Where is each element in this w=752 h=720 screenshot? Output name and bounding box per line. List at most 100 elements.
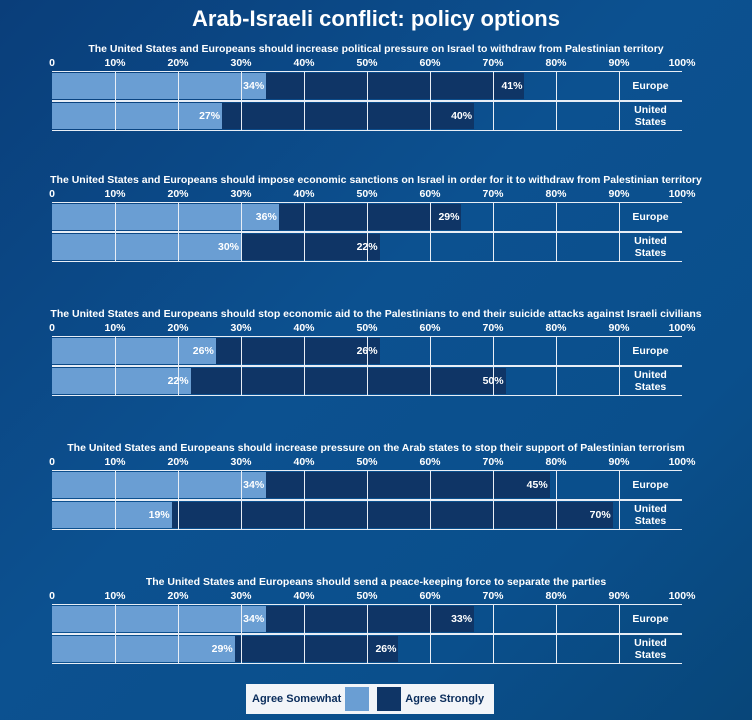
gridline: [178, 635, 179, 663]
gridline: [115, 102, 116, 130]
gridline: [430, 203, 431, 231]
gridline: [241, 203, 242, 231]
gridline: [619, 203, 620, 231]
data-label-strongly: 41%: [501, 80, 523, 92]
data-label-strongly: 33%: [451, 613, 473, 625]
bar-agree-somewhat: [52, 368, 191, 394]
x-tick-label: 100%: [668, 590, 696, 602]
gridline: [241, 471, 242, 499]
gridline: [556, 501, 557, 529]
panel-question: The United States and Europeans should i…: [50, 174, 702, 186]
gridline: [493, 337, 494, 365]
x-tick-label: 100%: [668, 188, 696, 200]
bar-agree-strongly: [266, 472, 550, 498]
x-tick-label: 80%: [545, 188, 567, 200]
x-tick-label: 20%: [167, 188, 189, 200]
gridline: [430, 471, 431, 499]
bar-agree-strongly: [266, 73, 525, 99]
x-tick-label: 60%: [419, 57, 441, 69]
x-tick-label: 0: [49, 456, 55, 468]
gridline: [619, 233, 620, 261]
gridline: [556, 605, 557, 633]
gridline: [304, 501, 305, 529]
x-tick-label: 10%: [104, 322, 126, 334]
bar-agree-strongly: [241, 234, 380, 260]
x-tick-label: 20%: [167, 322, 189, 334]
bar-agree-somewhat: [52, 204, 279, 230]
data-label-strongly: 70%: [589, 509, 611, 521]
x-tick-label: 10%: [104, 590, 126, 602]
bar-agree-somewhat: [52, 73, 267, 99]
gridline: [178, 605, 179, 633]
gridline: [115, 233, 116, 261]
gridline: [430, 337, 431, 365]
gridline: [304, 337, 305, 365]
gridline: [430, 501, 431, 529]
gridline: [367, 102, 368, 130]
x-tick-label: 30%: [230, 57, 252, 69]
bar-agree-somewhat: [52, 636, 235, 662]
gridline: [619, 367, 620, 395]
bar-row: 34% 33% Europe: [52, 604, 682, 634]
legend-swatch-somewhat: [345, 687, 370, 711]
gridline: [115, 367, 116, 395]
legend-label-somewhat: Agree Somewhat: [252, 693, 342, 705]
x-tick-label: 80%: [545, 590, 567, 602]
gridline: [493, 72, 494, 100]
gridline: [115, 72, 116, 100]
data-label-somewhat: 34%: [243, 613, 265, 625]
bar-agree-somewhat: [52, 606, 267, 632]
gridline: [115, 501, 116, 529]
region-label: United States: [634, 503, 667, 527]
gridline: [178, 233, 179, 261]
x-tick-label: 20%: [167, 590, 189, 602]
bar-row: 36% 29% Europe: [52, 202, 682, 232]
data-label-somewhat: 22%: [167, 375, 189, 387]
gridline: [367, 471, 368, 499]
x-tick-label: 60%: [419, 188, 441, 200]
x-tick-label: 30%: [230, 188, 252, 200]
gridline: [241, 367, 242, 395]
gridline: [619, 635, 620, 663]
gridline: [178, 337, 179, 365]
bar-agree-somewhat: [52, 338, 216, 364]
bar-row: 29% 26% United States: [52, 634, 682, 664]
x-tick-label: 90%: [608, 456, 630, 468]
gridline: [430, 72, 431, 100]
region-label: United States: [634, 104, 667, 128]
x-tick-label: 50%: [356, 322, 378, 334]
gridline: [367, 605, 368, 633]
x-tick-label: 20%: [167, 456, 189, 468]
gridline: [367, 233, 368, 261]
gridline: [493, 501, 494, 529]
chart-title: Arab-Israeli conflict: policy options: [192, 6, 560, 31]
gridline: [304, 367, 305, 395]
gridline: [241, 635, 242, 663]
bar-row: 30% 22% United States: [52, 232, 682, 262]
x-tick-label: 80%: [545, 456, 567, 468]
x-tick-label: 10%: [104, 188, 126, 200]
gridline: [115, 203, 116, 231]
data-label-somewhat: 34%: [243, 80, 265, 92]
bar-agree-strongly: [266, 606, 475, 632]
gridline: [367, 367, 368, 395]
gridline: [304, 471, 305, 499]
gridline: [241, 501, 242, 529]
gridline: [115, 337, 116, 365]
x-tick-label: 20%: [167, 57, 189, 69]
legend-swatch-strongly: [377, 687, 402, 711]
gridline: [493, 635, 494, 663]
x-tick-label: 70%: [482, 456, 504, 468]
gridline: [556, 337, 557, 365]
region-label: Europe: [632, 211, 669, 223]
gridline: [430, 233, 431, 261]
bar-agree-strongly: [278, 204, 462, 230]
gridline: [619, 102, 620, 130]
gridline: [241, 605, 242, 633]
gridline: [367, 635, 368, 663]
data-label-strongly: 45%: [526, 479, 548, 491]
gridline: [304, 102, 305, 130]
x-tick-label: 50%: [356, 456, 378, 468]
x-tick-label: 70%: [482, 322, 504, 334]
x-tick-label: 80%: [545, 57, 567, 69]
